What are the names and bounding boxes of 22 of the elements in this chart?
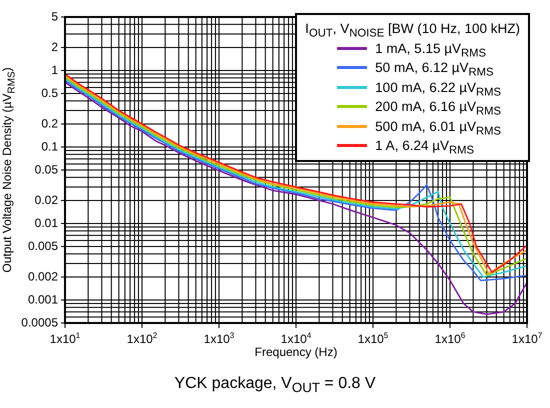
y-tick-label: 0.2 [41, 116, 58, 130]
y-tick-label: 0.0005 [21, 315, 58, 330]
legend-title: I$_{OUT}$, V$_{NOISE}$ [BW (10 Hz, 100 kHZ) [305, 20, 520, 40]
y-tick-label: 5 [51, 9, 58, 24]
text: YCK package, V$_{OUT}$ = 0.8 V [173, 375, 377, 396]
legend-label: 200 mA, 6.16 µV$_{RMS}$ [375, 98, 502, 118]
y-tick-label: 0.01 [34, 216, 58, 230]
y-tick-label: 0.002 [28, 269, 58, 284]
y-tick-label: 0.001 [28, 292, 58, 306]
y-tick-label: 0.05 [34, 162, 58, 176]
y-tick-label: 0.1 [41, 139, 58, 154]
y-tick-label: 0.005 [28, 238, 58, 253]
legend-label: 100 mA, 6.22 µV$_{RMS}$ [375, 78, 502, 98]
y-tick-label: 1 [51, 62, 58, 77]
legend-label: 500 mA, 6.01 µV$_{RMS}$ [375, 118, 502, 138]
x-axis-title: Frequency (Hz) [254, 345, 338, 359]
y-tick-label: 0.02 [34, 192, 58, 207]
legend-label: 1 A, 6.24 µV$_{RMS}$ [375, 137, 474, 157]
y-tick-label: 0.5 [41, 86, 58, 100]
legend-label: 1 mA, 5.15 µV$_{RMS}$ [375, 40, 486, 60]
legend-label: 50 mA, 6.12 µV$_{RMS}$ [375, 59, 494, 79]
y-tick-label: 2 [51, 40, 58, 54]
